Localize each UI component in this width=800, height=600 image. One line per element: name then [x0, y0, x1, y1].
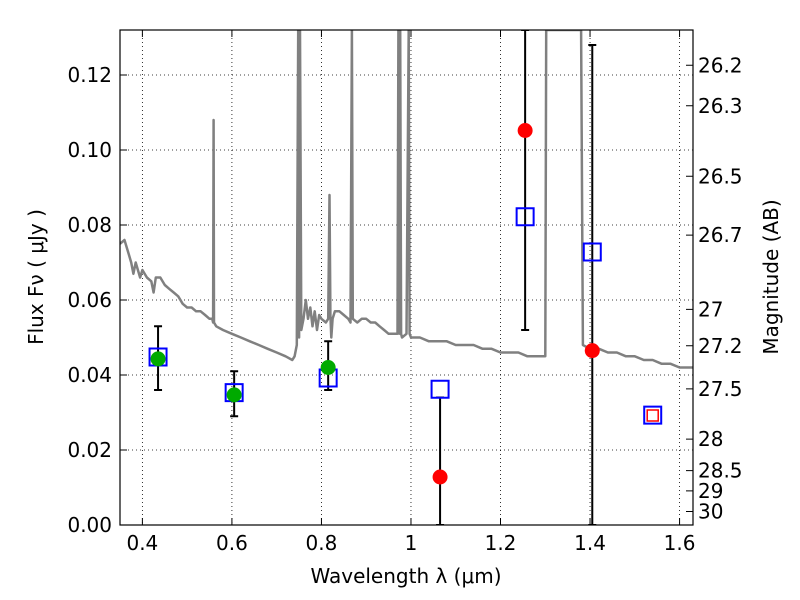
y-tick-label: 0.08: [67, 213, 112, 237]
right-tick-label: 30: [698, 500, 723, 524]
y-tick-label: 0.02: [67, 438, 112, 462]
right-tick-label: 29: [698, 479, 723, 503]
x-tick-label: 0.8: [306, 531, 338, 555]
right-tick-label: 27.5: [698, 377, 743, 401]
x-tick-label: 1.2: [485, 531, 517, 555]
right-tick-label: 26.7: [698, 223, 743, 247]
y-tick-label: 0.06: [67, 288, 112, 312]
right-tick-label: 27.2: [698, 334, 743, 358]
nondetection-point: [584, 343, 600, 359]
spectrum-line: [120, 30, 693, 369]
x-axis-title: Wavelength λ (μm): [310, 564, 501, 588]
right-tick-label: 27: [698, 297, 723, 321]
observed-flux-marker: [646, 409, 659, 422]
nondetection-point: [432, 469, 448, 485]
detection-point: [150, 351, 166, 367]
right-tick-label: 28.5: [698, 459, 743, 483]
x-tick-label: 0.4: [126, 531, 158, 555]
grid-lines: [120, 30, 693, 526]
y-axis-title: Flux Fν ( μJy ): [24, 209, 48, 345]
axis-ticks: 0.4 0.6 0.8 1 1.2 1.4 1.6 0.00 0.02 0.04 0.06 0.08 0…: [67, 30, 743, 555]
model-flux-square: [582, 242, 602, 262]
y-tick-label: 0.00: [67, 513, 112, 537]
right-tick-label: 26.5: [698, 164, 743, 188]
plot-frame: [119, 29, 694, 526]
x-tick-label: 1.6: [664, 531, 696, 555]
model-flux-square: [430, 379, 450, 399]
y-tick-label: 0.04: [67, 363, 112, 387]
x-tick-label: 1: [405, 531, 418, 555]
x-tick-label: 0.6: [216, 531, 248, 555]
right-tick-label: 26.3: [698, 94, 743, 118]
right-tick-label: 28: [698, 427, 723, 451]
y-tick-label: 0.12: [67, 63, 112, 87]
x-tick-label: 1.4: [574, 531, 606, 555]
plot-area: [120, 30, 693, 525]
model-flux-square: [643, 405, 663, 425]
detection-point: [226, 387, 242, 403]
detection-point: [320, 360, 336, 375]
right-tick-label: 26.2: [698, 53, 743, 77]
nondetection-point: [517, 123, 533, 138]
model-flux-square: [515, 207, 535, 227]
right-axis-title: Magnitude (AB): [759, 199, 783, 354]
y-tick-label: 0.10: [67, 138, 112, 162]
